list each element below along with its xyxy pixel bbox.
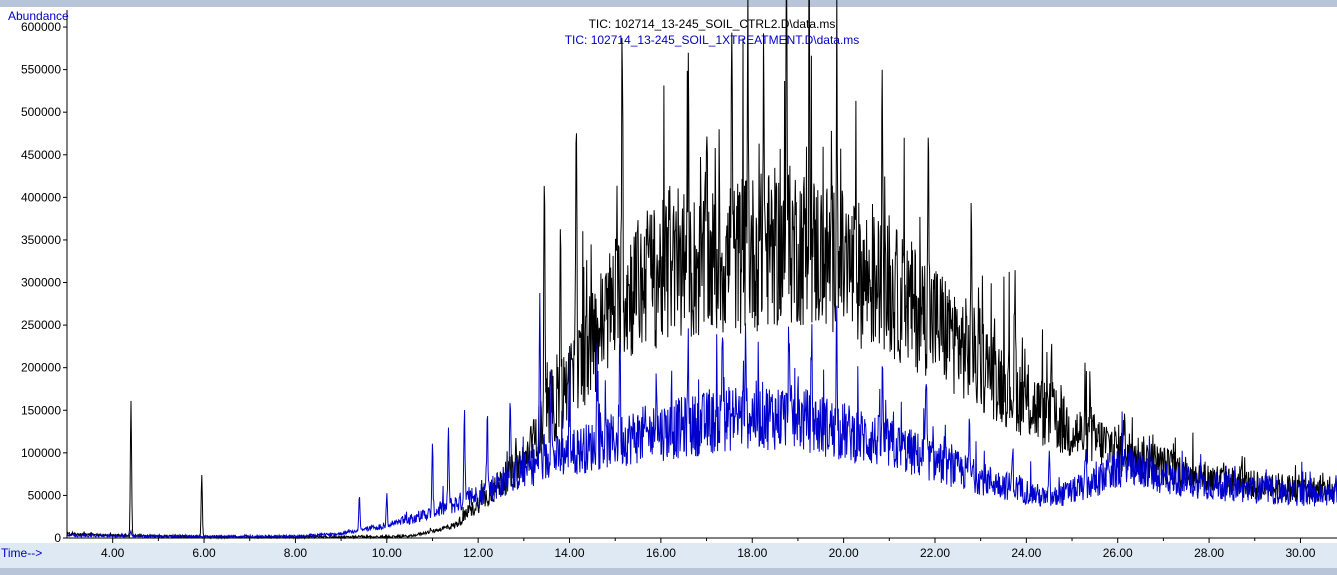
x-tick-label: 26.00 — [1103, 546, 1133, 560]
y-tick-label: 150000 — [21, 403, 61, 417]
y-axis-label: Abundance — [8, 9, 69, 23]
axis-layer: 0 50000 100000 150000 200000 250000 300000 3500… — [21, 10, 1337, 560]
y-tick-label: 0 — [54, 531, 61, 545]
y-tick-label: 300000 — [21, 276, 61, 290]
y-tick-label: 200000 — [21, 361, 61, 375]
x-tick-label: 22.00 — [920, 546, 950, 560]
x-tick-label: 20.00 — [829, 546, 859, 560]
x-tick-label: 24.00 — [1011, 546, 1041, 560]
y-tick-label: 50000 — [28, 488, 62, 502]
y-tick-label: 100000 — [21, 446, 61, 460]
series-line-2 — [66, 292, 1337, 540]
y-tick-label: 600000 — [21, 20, 61, 34]
x-tick-label: 8.00 — [284, 546, 308, 560]
title-line-1: TIC: 102714_13-245_SOIL_CTRL2.D\data.ms — [589, 17, 836, 31]
x-tick-label: 16.00 — [646, 546, 676, 560]
x-tick-label: 18.00 — [737, 546, 767, 560]
y-tick-label: 350000 — [21, 233, 61, 247]
top-border — [0, 0, 1337, 7]
y-tick-label: 250000 — [21, 318, 61, 332]
x-tick-label: 4.00 — [101, 546, 125, 560]
y-tick-label: 500000 — [21, 105, 61, 119]
x-tick-label: 14.00 — [555, 546, 585, 560]
bottom-border — [0, 568, 1337, 575]
x-tick-label: 6.00 — [192, 546, 216, 560]
y-tick-label: 400000 — [21, 190, 61, 204]
x-tick-label: 30.00 — [1285, 546, 1315, 560]
y-tick-label: 550000 — [21, 63, 61, 77]
series-layer — [66, 0, 1337, 540]
title-line-2: TIC: 102714_13-245_SOIL_1XTREATMENT.D\da… — [565, 33, 860, 47]
x-axis-label: Time--> — [1, 546, 42, 560]
x-tick-label: 12.00 — [463, 546, 493, 560]
y-tick-label: 450000 — [21, 148, 61, 162]
x-tick-label: 10.00 — [372, 546, 402, 560]
x-tick-label: 28.00 — [1194, 546, 1224, 560]
